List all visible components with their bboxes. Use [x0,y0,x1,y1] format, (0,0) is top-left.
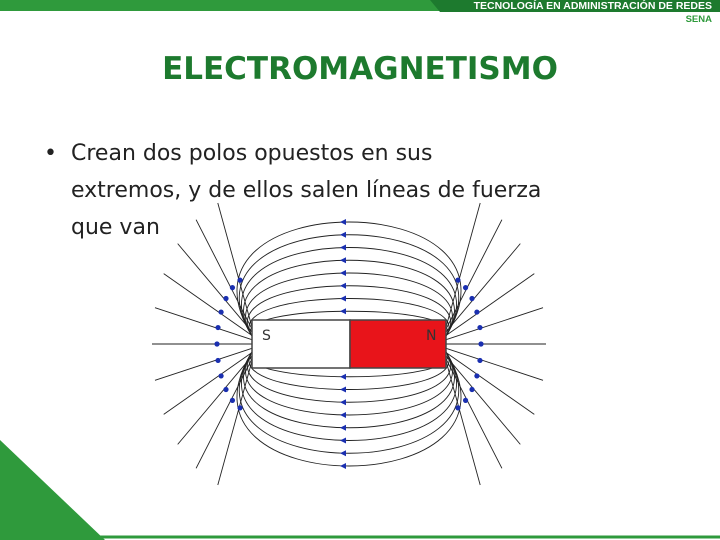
bullet-line: Crean dos polos opuestos en sus [71,141,432,166]
field-arrow [215,324,221,331]
field-line [163,352,253,415]
field-arrow [340,437,346,444]
field-arrow [229,397,236,403]
field-arrow [455,405,461,411]
field-arrow [218,373,224,379]
corner-decoration [0,440,105,540]
field-line [241,351,457,441]
field-arrow [340,399,346,406]
field-line [217,360,253,486]
header-bar [0,0,720,11]
field-line [248,351,450,390]
field-line [445,358,503,469]
field-line [445,307,544,341]
field-arrow [455,277,461,283]
field-arrow [474,309,480,315]
field-arrow [340,270,346,276]
field-arrow [340,450,346,457]
field-arrow [340,308,346,315]
field-line [445,243,521,333]
field-arrow [340,412,346,418]
field-arrow [340,295,346,302]
field-arrow [340,231,346,238]
field-arrow [340,463,346,469]
field-line [154,347,253,381]
field-line [247,285,451,337]
field-line [445,219,503,330]
field-arrow [340,424,346,431]
field-arrow [477,324,483,331]
header-tab [430,0,720,12]
field-arrow [462,285,469,291]
field-line [241,247,457,337]
south-pole [251,319,351,369]
field-line [245,351,453,416]
bullet-line: que van [71,215,160,240]
field-arrow [223,386,229,393]
field-line [247,351,451,403]
field-arrow [340,219,346,225]
field-line [243,259,455,337]
field-arrow [469,386,475,393]
field-line [154,307,253,341]
field-arrow [218,309,224,315]
header-brand: SENA [686,14,713,25]
field-line [195,219,253,330]
field-line [177,243,253,333]
field-line [445,202,481,328]
bullet-line: extremos, y de ellos salen líneas de fue… [71,178,541,203]
north-label: N [426,328,436,344]
field-arrow [237,277,243,283]
field-line [245,272,453,337]
field-arrow [469,295,475,302]
field-arrow [340,244,346,251]
field-arrow [478,341,484,347]
field-arrow [215,357,221,364]
field-arrow [340,373,346,380]
header-program: TECNOLOGÍA EN ADMINISTRACIÓN DE REDES [474,0,712,12]
field-arrow [340,257,346,264]
bullet-marker: • [44,141,57,166]
field-line [217,202,253,328]
slide-title: ELECTROMAGNETISMO [162,51,558,87]
field-line [248,298,450,337]
field-line [445,352,535,415]
field-arrow [340,386,346,393]
field-line [177,355,253,445]
field-arrow [340,282,346,289]
field-arrow [462,397,469,403]
field-line [445,347,544,381]
field-arrow [214,341,220,347]
south-label: S [262,328,271,344]
field-arrow [229,285,236,291]
field-line [445,355,521,445]
field-arrow [223,295,229,302]
field-line [445,273,535,336]
field-line [445,360,481,486]
field-line [195,358,253,469]
field-arrow [474,373,480,379]
field-arrow [477,357,483,364]
field-line [163,273,253,336]
north-pole [349,319,447,369]
field-line [243,351,455,429]
field-arrow [237,405,243,411]
